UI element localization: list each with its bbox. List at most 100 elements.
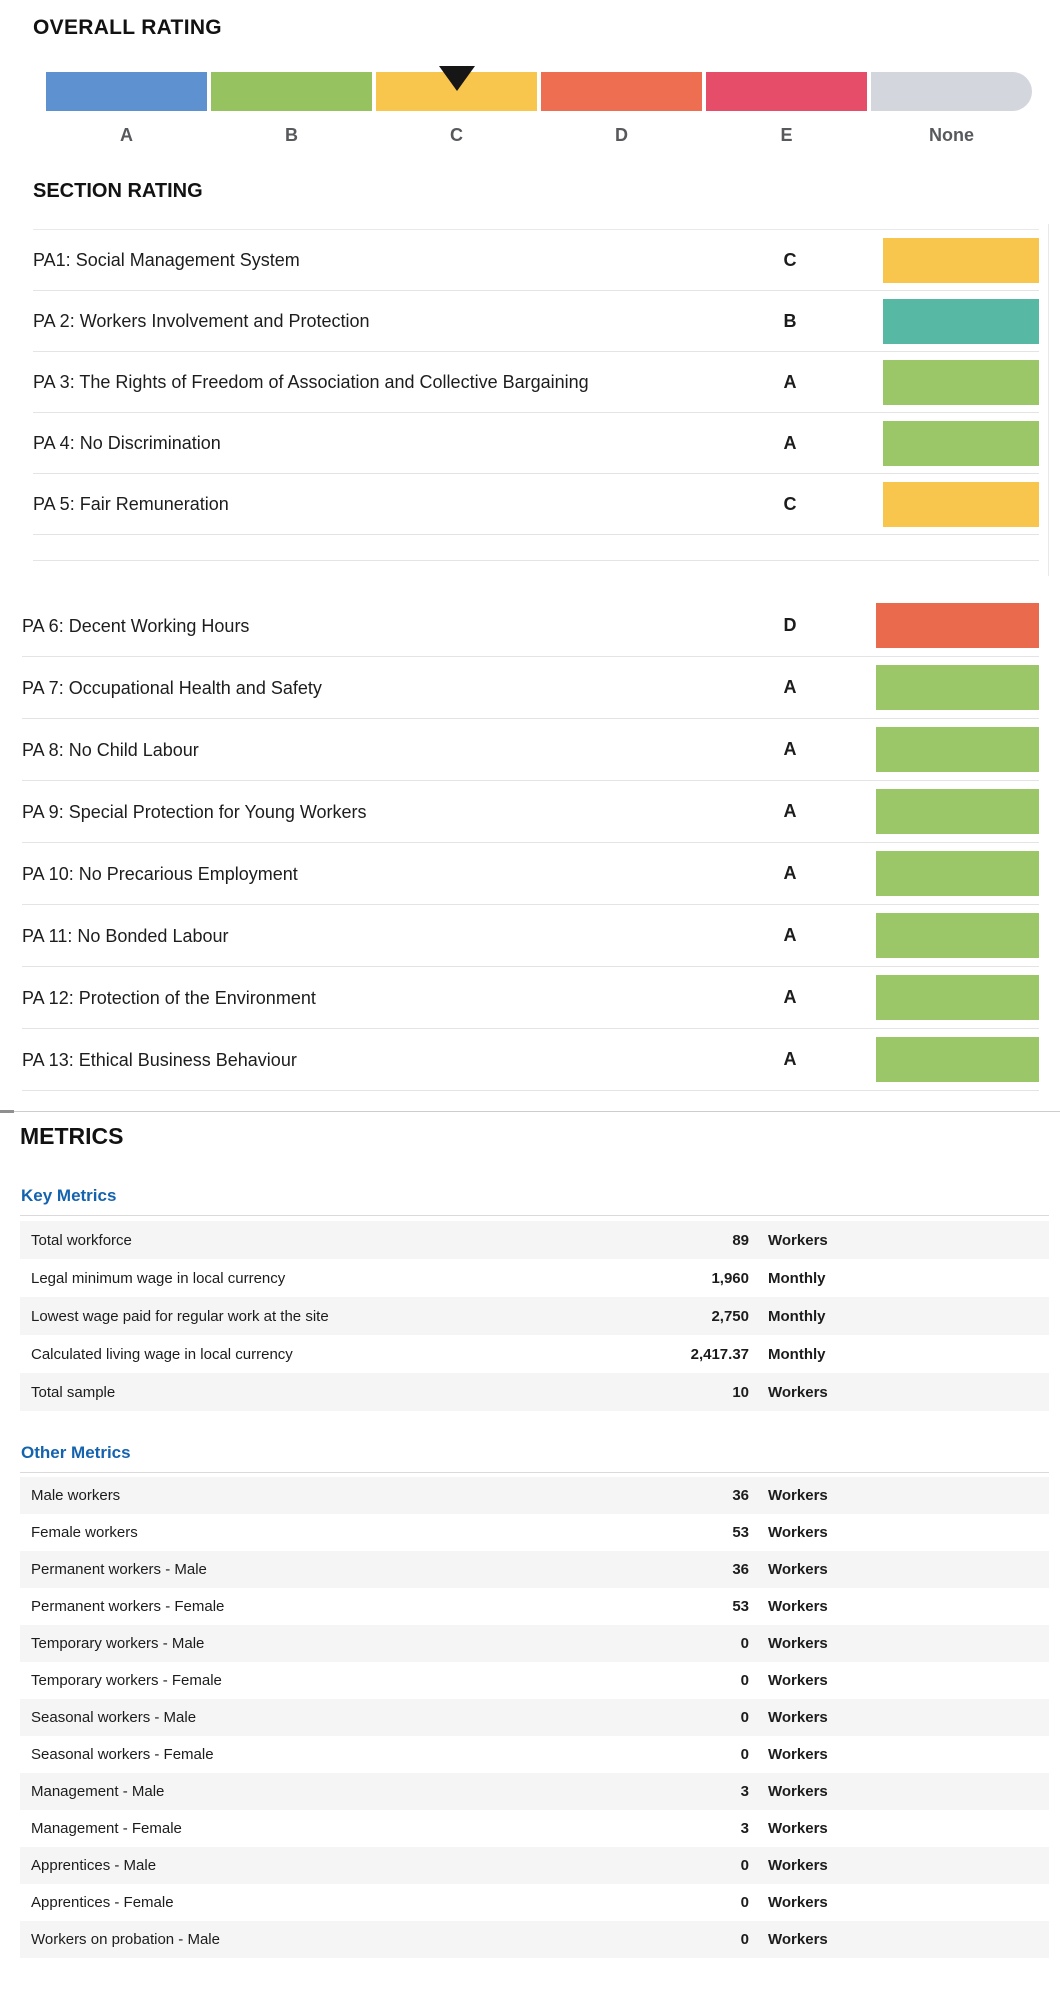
pa-rating-bar bbox=[876, 851, 1039, 896]
section-rating-row: PA 4: No Discrimination A bbox=[33, 413, 1039, 474]
pa-grade: A bbox=[783, 371, 797, 392]
pa-rating-bar bbox=[883, 420, 1039, 466]
metric-value: 0 bbox=[740, 1672, 749, 1689]
metric-row: Seasonal workers - Female 0 Workers bbox=[20, 1736, 1049, 1773]
metric-unit: Workers bbox=[768, 1931, 828, 1948]
section-rating-row: PA 10: No Precarious Employment A bbox=[22, 843, 1039, 905]
rating-scale-label: E bbox=[780, 125, 793, 145]
metric-row: Temporary workers - Male 0 Workers bbox=[20, 1625, 1049, 1662]
pa-label: PA 7: Occupational Health and Safety bbox=[22, 677, 322, 698]
pa-grade: A bbox=[783, 925, 797, 945]
pa-label: PA 2: Workers Involvement and Protection bbox=[33, 311, 370, 331]
pa-rating-bar bbox=[876, 789, 1039, 834]
metric-row: Workers on probation - Male 0 Workers bbox=[20, 1921, 1049, 1958]
metric-row: Female workers 53 Workers bbox=[20, 1514, 1049, 1551]
rating-scale-segment-fill bbox=[706, 72, 867, 111]
rating-scale-segment bbox=[541, 72, 702, 111]
section-rating-row: PA 8: No Child Labour A bbox=[22, 719, 1039, 781]
pa-grade: B bbox=[783, 310, 797, 331]
overall-rating-section: OVERALL RATING bbox=[0, 16, 1060, 146]
metric-label: Total workforce bbox=[31, 1231, 132, 1249]
metric-row: Male workers 36 Workers bbox=[20, 1477, 1049, 1514]
metric-value: 53 bbox=[732, 1598, 749, 1615]
section-rating-row: PA 12: Protection of the Environment A bbox=[22, 967, 1039, 1029]
metrics-title: METRICS bbox=[20, 1123, 124, 1149]
metric-value: 2,417.37 bbox=[690, 1345, 749, 1363]
rating-scale-segment bbox=[211, 72, 372, 111]
pa-label: PA 11: No Bonded Labour bbox=[22, 925, 229, 946]
metric-row: Management - Female 3 Workers bbox=[20, 1810, 1049, 1847]
metric-value: 89 bbox=[732, 1231, 749, 1249]
metric-value: 10 bbox=[732, 1383, 749, 1401]
pa-rating-bar bbox=[876, 665, 1039, 710]
section-rating-row: PA 6: Decent Working Hours D bbox=[22, 595, 1039, 657]
rating-scale-segment-fill bbox=[871, 72, 1032, 111]
pa-grade: A bbox=[783, 801, 797, 821]
metric-row: Total workforce 89 Workers bbox=[20, 1221, 1049, 1259]
rating-scale-segment bbox=[46, 72, 207, 111]
metric-row: Apprentices - Male 0 Workers bbox=[20, 1847, 1049, 1884]
pa-grade: C bbox=[783, 493, 797, 514]
rating-marker-triangle-icon bbox=[438, 66, 475, 91]
pa-rating-bar bbox=[883, 298, 1039, 344]
table-break-row bbox=[33, 535, 1039, 561]
metric-label: Seasonal workers - Female bbox=[31, 1746, 214, 1763]
metric-value: 0 bbox=[740, 1635, 749, 1652]
pa-label: PA 13: Ethical Business Behaviour bbox=[22, 1049, 297, 1070]
metric-unit: Workers bbox=[768, 1820, 828, 1837]
pa-label: PA 4: No Discrimination bbox=[33, 433, 221, 453]
pa-label: PA 12: Protection of the Environment bbox=[22, 987, 316, 1008]
metric-value: 0 bbox=[740, 1894, 749, 1911]
pa-grade: C bbox=[783, 249, 797, 270]
metric-row: Temporary workers - Female 0 Workers bbox=[20, 1662, 1049, 1699]
rating-scale-bar bbox=[46, 72, 1032, 111]
metric-value: 36 bbox=[732, 1561, 749, 1578]
pa-label: PA 3: The Rights of Freedom of Associati… bbox=[33, 372, 589, 392]
metric-value: 0 bbox=[740, 1857, 749, 1874]
metric-unit: Workers bbox=[768, 1746, 828, 1763]
metric-unit: Workers bbox=[768, 1561, 828, 1578]
rating-scale-segment bbox=[706, 72, 867, 111]
metric-row: Permanent workers - Male 36 Workers bbox=[20, 1551, 1049, 1588]
divider-line bbox=[0, 1111, 1060, 1112]
metric-unit: Workers bbox=[768, 1709, 828, 1726]
section-rating-row: PA 2: Workers Involvement and Protection… bbox=[33, 291, 1039, 352]
metric-unit: Workers bbox=[768, 1231, 828, 1249]
metric-label: Lowest wage paid for regular work at the… bbox=[31, 1307, 329, 1325]
pa-rating-bar bbox=[876, 603, 1039, 648]
metric-label: Workers on probation - Male bbox=[31, 1931, 220, 1948]
rating-scale-label: None bbox=[929, 125, 974, 145]
section-divider bbox=[0, 1110, 1060, 1113]
rating-scale-label: C bbox=[450, 125, 463, 145]
metric-row: Permanent workers - Female 53 Workers bbox=[20, 1588, 1049, 1625]
metric-label: Apprentices - Female bbox=[31, 1894, 174, 1911]
section-rating-row: PA 9: Special Protection for Young Worke… bbox=[22, 781, 1039, 843]
other-metrics-table: Male workers 36 Workers Female workers 5… bbox=[20, 1477, 1049, 1958]
key-metrics-title: Key Metrics bbox=[21, 1186, 117, 1205]
metric-label: Temporary workers - Female bbox=[31, 1672, 222, 1689]
metric-label: Permanent workers - Male bbox=[31, 1561, 207, 1578]
pa-label: PA 5: Fair Remuneration bbox=[33, 494, 229, 514]
overall-rating-title: OVERALL RATING bbox=[33, 16, 222, 39]
metric-row: Total sample 10 Workers bbox=[20, 1373, 1049, 1411]
metric-label: Management - Female bbox=[31, 1820, 182, 1837]
section-rating-section: SECTION RATING PA1: Social Management Sy… bbox=[0, 180, 1060, 1091]
rating-scale-label: B bbox=[285, 125, 298, 145]
section-rating-title: SECTION RATING bbox=[33, 180, 203, 202]
section-rating-table-2: PA 6: Decent Working Hours D PA 7: Occup… bbox=[22, 595, 1039, 1091]
metric-row: Management - Male 3 Workers bbox=[20, 1773, 1049, 1810]
key-metrics-table: Total workforce 89 Workers Legal minimum… bbox=[20, 1221, 1049, 1411]
metric-unit: Workers bbox=[768, 1487, 828, 1504]
metric-label: Calculated living wage in local currency bbox=[31, 1345, 293, 1363]
metric-value: 3 bbox=[740, 1820, 749, 1837]
metric-label: Temporary workers - Male bbox=[31, 1635, 205, 1652]
pa-rating-bar bbox=[883, 481, 1039, 527]
metric-value: 0 bbox=[740, 1746, 749, 1763]
metric-unit: Workers bbox=[768, 1783, 828, 1800]
pa-rating-bar bbox=[876, 913, 1039, 958]
metric-row: Lowest wage paid for regular work at the… bbox=[20, 1297, 1049, 1335]
metric-unit: Monthly bbox=[768, 1307, 826, 1325]
pa-grade: A bbox=[783, 863, 797, 883]
metric-label: Male workers bbox=[31, 1487, 121, 1504]
pa-label: PA 6: Decent Working Hours bbox=[22, 615, 250, 636]
